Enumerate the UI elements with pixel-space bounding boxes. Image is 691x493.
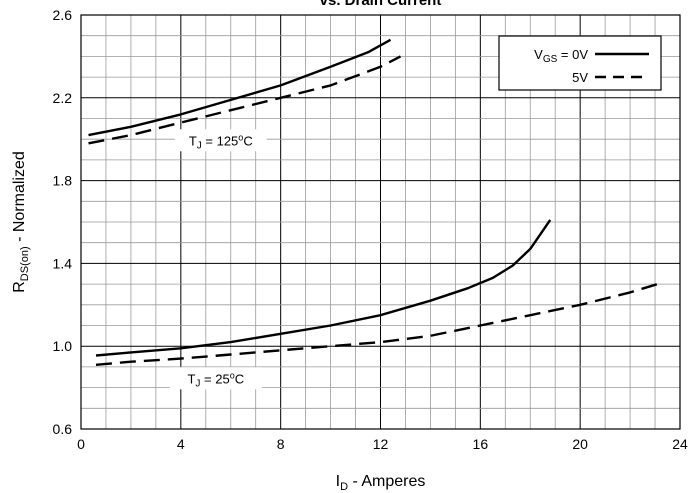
x-tick-label: 16	[473, 436, 489, 452]
y-tick-label: 2.6	[53, 7, 73, 23]
y-tick-label: 2.2	[53, 90, 73, 106]
annotation-backing	[174, 129, 267, 152]
legend: VGS = 0V 5V	[498, 35, 662, 91]
y-tick-label: 1.0	[53, 338, 73, 354]
legend-label: VGS = 0V	[534, 47, 588, 65]
plot-frame	[80, 14, 681, 430]
series-line-solid-tj25	[95, 219, 552, 357]
chart-title: vs. Drain Current	[320, 0, 442, 9]
x-tick-label: 12	[373, 436, 389, 452]
tick-labels: 0 4 8 12 16 20 24 0.6 1.0 1.4 1.8 2.2 2.6	[53, 7, 688, 452]
axis-labels: vs. Drain Current ID - Amperes RDS(on) - N…	[11, 0, 441, 493]
series-line-dashed-tj25	[95, 282, 658, 366]
x-tick-label: 0	[77, 436, 85, 452]
x-axis-label: ID - Amperes	[336, 473, 426, 493]
annotation-backing	[169, 367, 262, 390]
x-tick-label: 8	[277, 436, 285, 452]
series-line-dashed-tj125	[88, 55, 402, 145]
annotations: TJ = 125oC TJ = 25oC	[169, 129, 267, 390]
x-tick-label: 4	[177, 436, 185, 452]
series-line-solid-tj125	[88, 38, 392, 137]
x-tick-label: 24	[672, 436, 688, 452]
y-axis-label: RDS(on) - Normalized	[11, 151, 31, 293]
condition-annotation: TJ = 25oC	[187, 370, 244, 389]
y-tick-label: 0.6	[53, 421, 73, 437]
y-tick-label: 1.8	[53, 173, 73, 189]
condition-annotation: TJ = 125oC	[189, 132, 253, 151]
series-layer	[88, 38, 658, 366]
x-tick-label: 20	[572, 436, 588, 452]
legend-box	[498, 35, 662, 91]
legend-label: 5V	[572, 70, 588, 85]
y-tick-label: 1.4	[53, 255, 73, 271]
